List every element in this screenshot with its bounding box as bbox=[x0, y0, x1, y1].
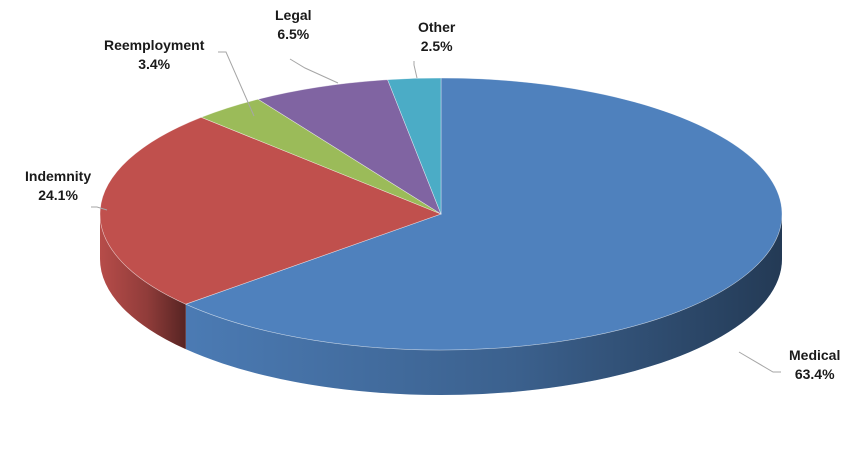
pie-slice-indemnity bbox=[99, 116, 442, 305]
pie-side-walls bbox=[100, 214, 783, 395]
pie-slice-other bbox=[387, 77, 442, 215]
category-label-medical: Medical bbox=[789, 347, 840, 363]
leader-lines bbox=[91, 51, 781, 373]
leader-line-legal bbox=[289, 58, 339, 84]
pie-top-faces bbox=[99, 77, 783, 351]
data-labels: Medical 63.4% Indemnity 24.1% Reemployment 3.… bbox=[25, 7, 840, 382]
pie-wall-shade-medical bbox=[185, 214, 783, 395]
category-label-reemployment: Reemployment bbox=[104, 37, 205, 53]
leader-line-indemnity bbox=[91, 206, 108, 211]
leader-line-other bbox=[413, 61, 418, 79]
value-label-indemnity: 24.1% bbox=[38, 187, 78, 203]
value-label-other: 2.5% bbox=[421, 38, 453, 54]
leader-line-reemployment bbox=[218, 51, 255, 117]
leader-line-medical bbox=[738, 351, 781, 373]
pie-slice-medical bbox=[184, 77, 783, 351]
category-label-other: Other bbox=[418, 19, 456, 35]
category-label-legal: Legal bbox=[275, 7, 312, 23]
value-label-legal: 6.5% bbox=[277, 26, 309, 42]
pie-slice-legal bbox=[257, 79, 442, 215]
value-label-medical: 63.4% bbox=[795, 366, 835, 382]
category-label-indemnity: Indemnity bbox=[25, 168, 91, 184]
value-label-reemployment: 3.4% bbox=[138, 56, 170, 72]
pie-wall-shade-indemnity bbox=[100, 214, 186, 350]
